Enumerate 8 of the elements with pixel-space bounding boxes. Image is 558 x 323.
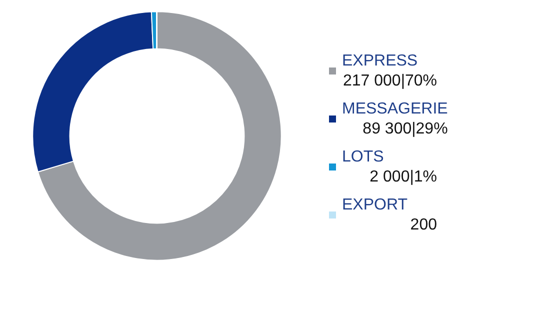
data-label: 217 000|70%	[342, 72, 437, 90]
legend-label: EXPRESS	[342, 52, 418, 70]
data-label: 2 000|1%	[370, 168, 437, 186]
data-label: 89 300|29%	[362, 120, 448, 138]
legend-label: EXPORT	[342, 196, 408, 214]
data-label: 200	[410, 216, 438, 234]
legend-label: MESSAGERIE	[342, 100, 448, 118]
legend-label: LOTS	[342, 148, 384, 166]
